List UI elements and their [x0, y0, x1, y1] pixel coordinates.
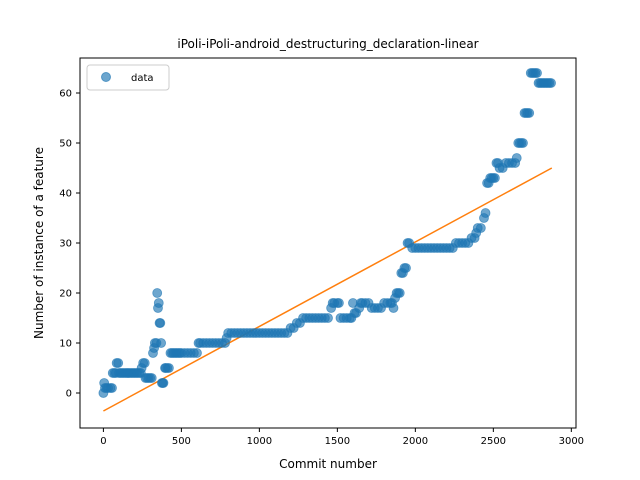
x-tick-label: 2000 [403, 436, 428, 447]
data-point [524, 108, 535, 118]
fit-line-layer [103, 167, 553, 412]
plot-area [80, 58, 576, 428]
fit-line [103, 167, 553, 412]
x-axis-ticks: 0 500 1000 1500 2000 2500 3000 [100, 428, 584, 447]
legend-marker-data [101, 72, 111, 82]
data-point [394, 288, 405, 298]
data-point [158, 378, 169, 388]
data-point [139, 358, 150, 368]
y-tick-label: 10 [59, 339, 72, 350]
x-tick-label: 3000 [559, 436, 584, 447]
data-point [146, 373, 157, 383]
data-point [388, 303, 399, 313]
data-point [156, 338, 167, 348]
data-points-layer [98, 68, 556, 398]
x-axis-label: Commit number [279, 457, 377, 471]
y-tick-label: 60 [59, 89, 72, 100]
data-point [155, 318, 166, 328]
data-point [107, 383, 117, 393]
y-tick-label: 30 [59, 239, 72, 250]
data-point [546, 78, 556, 88]
y-tick-label: 50 [59, 139, 72, 150]
y-tick-label: 0 [66, 389, 72, 400]
y-axis-label: Number of instance of a feature [32, 147, 46, 339]
y-axis-ticks: 0 10 20 30 40 50 60 [59, 89, 80, 400]
data-point [532, 68, 542, 78]
legend: data [86, 64, 170, 91]
data-point [401, 263, 411, 273]
data-point [475, 223, 486, 233]
legend-box [86, 64, 170, 91]
x-tick-label: 1000 [247, 436, 272, 447]
chart-title: iPoli-iPoli-android_destructuring_declar… [177, 37, 478, 51]
data-point [511, 153, 522, 163]
data-point [480, 208, 491, 218]
x-tick-label: 2500 [481, 436, 506, 447]
data-point [192, 348, 202, 358]
y-tick-label: 40 [59, 189, 72, 200]
data-point [334, 298, 344, 308]
x-tick-label: 500 [172, 436, 191, 447]
legend-label-data: data [131, 73, 154, 84]
data-point [152, 288, 163, 298]
data-point [153, 298, 164, 308]
x-tick-label: 1500 [325, 436, 350, 447]
data-point [518, 138, 528, 148]
data-point [164, 363, 174, 373]
y-tick-label: 20 [59, 289, 72, 300]
data-point [113, 358, 124, 368]
x-tick-label: 0 [100, 436, 106, 447]
data-point [323, 313, 333, 323]
data-point [489, 173, 500, 183]
